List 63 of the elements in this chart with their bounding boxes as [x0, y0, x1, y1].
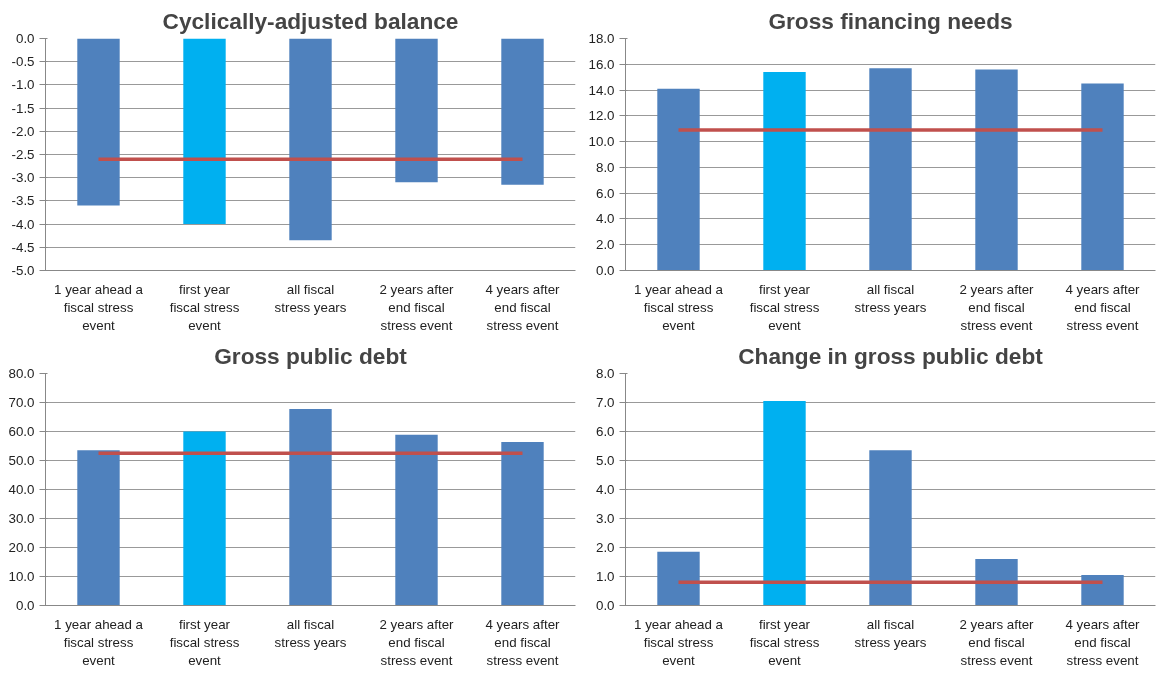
y-tick-label: 16.0: [588, 56, 615, 72]
y-tick-label: 4.0: [595, 482, 615, 497]
y-tick-label: 0.0: [15, 598, 35, 613]
x-tick-label: first year fiscal stress event: [749, 281, 820, 333]
y-tick-label: 6.0: [595, 424, 615, 439]
y-tick-label: -2.0: [11, 123, 35, 139]
y-tick-label: -4.5: [11, 239, 35, 255]
y-tick-label: -1.5: [11, 100, 35, 116]
y-tick-label: 3.0: [595, 511, 615, 526]
x-tick-label: all fiscal stress years: [854, 281, 927, 315]
y-tick-label: 6.0: [595, 185, 615, 201]
y-tick-label: 8.0: [595, 366, 615, 381]
chart-title: Gross public debt: [214, 342, 408, 369]
chart-title: Gross financing needs: [768, 7, 1013, 34]
y-tick-label: 0.0: [15, 31, 35, 46]
x-tick-label: 2 years after end fiscal stress event: [959, 281, 1035, 333]
y-tick-label: 10.0: [588, 134, 615, 150]
y-tick-label: -3.0: [11, 170, 35, 186]
y-tick-label: 2.0: [595, 540, 615, 555]
x-tick-label: 2 years after end fiscal stress event: [379, 616, 455, 668]
y-tick-label: 10.0: [8, 569, 35, 584]
y-tick-label: -4.0: [11, 216, 35, 232]
chart-title: Cyclically-adjusted balance: [162, 7, 459, 34]
x-tick-label: 1 year ahead a fiscal stress event: [634, 281, 724, 333]
y-tick-label: 18.0: [588, 31, 615, 46]
x-tick-label: all fiscal stress years: [274, 281, 347, 315]
y-tick-label: 4.0: [595, 211, 615, 227]
chart-title: Change in gross public debt: [738, 342, 1044, 369]
x-tick-label: first year fiscal stress event: [169, 616, 240, 668]
x-tick-label: all fiscal stress years: [854, 616, 927, 650]
y-tick-label: 20.0: [8, 540, 35, 555]
x-tick-label: 4 years after end fiscal stress event: [485, 616, 561, 668]
y-tick-label: -0.5: [11, 54, 35, 70]
x-tick-label: 2 years after end fiscal stress event: [379, 281, 455, 333]
x-tick-label: first year fiscal stress event: [749, 616, 820, 668]
x-tick-label: 4 years after end fiscal stress event: [1065, 616, 1141, 668]
y-tick-label: 30.0: [8, 511, 35, 526]
x-tick-label: 4 years after end fiscal stress event: [1065, 281, 1141, 333]
y-tick-label: 0.0: [595, 263, 615, 278]
y-tick-label: 14.0: [588, 82, 615, 98]
x-tick-label: 4 years after end fiscal stress event: [485, 281, 561, 333]
y-tick-label: -3.5: [11, 193, 35, 209]
x-tick-label: 1 year ahead a fiscal stress event: [54, 281, 144, 333]
y-tick-label: 40.0: [8, 482, 35, 497]
x-tick-label: 2 years after end fiscal stress event: [959, 616, 1035, 668]
y-tick-label: 50.0: [8, 453, 35, 468]
y-tick-label: 12.0: [588, 108, 615, 124]
x-tick-label: 1 year ahead a fiscal stress event: [54, 616, 144, 668]
y-tick-label: 0.0: [595, 598, 615, 613]
y-tick-label: 80.0: [8, 366, 35, 381]
y-tick-label: 60.0: [8, 424, 35, 439]
x-tick-label: all fiscal stress years: [274, 616, 347, 650]
y-tick-label: 70.0: [8, 395, 35, 410]
x-tick-label: 1 year ahead a fiscal stress event: [634, 616, 724, 668]
y-tick-label: -2.5: [11, 147, 35, 162]
y-tick-label: -1.0: [11, 77, 35, 93]
y-tick-label: 7.0: [595, 395, 615, 410]
y-tick-label: -5.0: [11, 263, 35, 278]
y-tick-label: 5.0: [595, 453, 615, 468]
y-tick-label: 8.0: [595, 159, 615, 175]
y-tick-label: 2.0: [595, 237, 615, 253]
x-tick-label: first year fiscal stress event: [169, 281, 240, 333]
y-tick-label: 1.0: [595, 569, 615, 584]
